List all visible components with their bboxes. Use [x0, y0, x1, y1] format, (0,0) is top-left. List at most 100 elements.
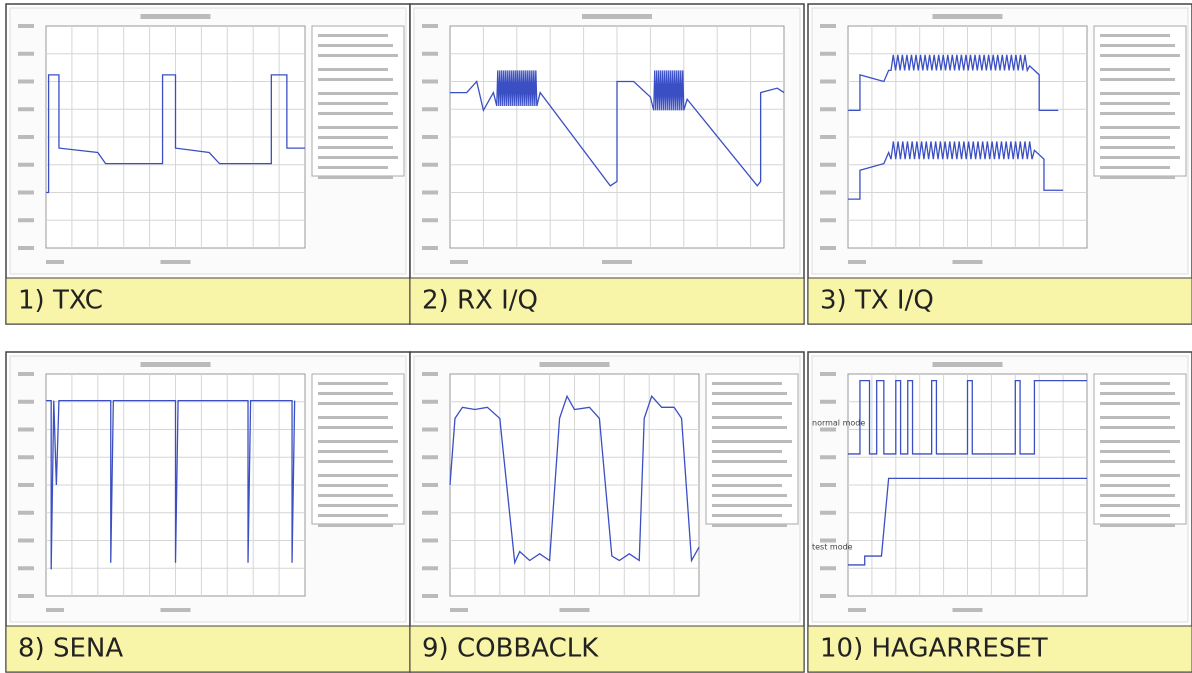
info-line-blur — [318, 34, 388, 37]
xlabel-blur — [602, 260, 632, 264]
info-line-blur — [318, 514, 388, 517]
axis-label-blur — [18, 539, 34, 543]
info-line-blur — [318, 440, 398, 443]
caption: 8) SENA — [18, 634, 123, 664]
info-line-blur — [318, 176, 393, 179]
info-line-blur — [712, 392, 787, 395]
info-box — [1094, 26, 1186, 176]
info-line-blur — [318, 112, 393, 115]
info-line-blur — [1100, 176, 1175, 179]
info-line-blur — [712, 524, 787, 527]
axis-label-blur — [422, 52, 438, 56]
info-line-blur — [1100, 112, 1175, 115]
info-box — [312, 374, 404, 524]
axis-label-blur — [422, 372, 438, 376]
axis-label-blur — [422, 135, 438, 139]
info-line-blur — [1100, 402, 1180, 405]
xlabel-blur — [450, 608, 468, 612]
info-line-blur — [318, 126, 398, 129]
info-line-blur — [318, 524, 393, 527]
info-line-blur — [318, 44, 393, 47]
title-blur — [141, 14, 211, 19]
info-box — [1094, 374, 1186, 524]
info-line-blur — [1100, 382, 1170, 385]
axis-label-blur — [18, 218, 34, 222]
info-line-blur — [1100, 426, 1175, 429]
mode-label: test mode — [812, 543, 853, 552]
axis-label-blur — [820, 566, 836, 570]
axis-label-blur — [820, 400, 836, 404]
info-box — [706, 374, 798, 524]
title-blur — [582, 14, 652, 19]
axis-label-blur — [18, 52, 34, 56]
axis-label-blur — [422, 218, 438, 222]
info-line-blur — [1100, 156, 1180, 159]
info-line-blur — [1100, 126, 1180, 129]
info-line-blur — [318, 382, 388, 385]
axis-label-blur — [422, 483, 438, 487]
info-line-blur — [1100, 136, 1170, 139]
axis-label-blur — [18, 80, 34, 84]
info-line-blur — [318, 450, 388, 453]
panel: 8) SENA — [6, 352, 410, 672]
title-blur — [141, 362, 211, 367]
info-line-blur — [318, 136, 388, 139]
axis-label-blur — [820, 218, 836, 222]
axis-label-blur — [18, 455, 34, 459]
axis-label-blur — [18, 246, 34, 250]
axis-label-blur — [820, 80, 836, 84]
xlabel-blur — [161, 260, 191, 264]
axis-label-blur — [422, 107, 438, 111]
xlabel-blur — [161, 608, 191, 612]
info-line-blur — [712, 494, 787, 497]
axis-label-blur — [422, 163, 438, 167]
axis-label-blur — [18, 594, 34, 598]
panel: 2) RX I/Q — [410, 4, 804, 324]
axis-label-blur — [820, 135, 836, 139]
info-line-blur — [712, 416, 782, 419]
info-line-blur — [318, 474, 398, 477]
info-line-blur — [318, 402, 398, 405]
info-line-blur — [318, 460, 393, 463]
axis-label-blur — [820, 107, 836, 111]
axis-label-blur — [422, 594, 438, 598]
axis-label-blur — [18, 483, 34, 487]
xlabel-blur — [560, 608, 590, 612]
info-line-blur — [712, 504, 792, 507]
axis-label-blur — [422, 400, 438, 404]
info-line-blur — [712, 484, 782, 487]
info-line-blur — [712, 440, 792, 443]
axis-label-blur — [820, 428, 836, 432]
info-line-blur — [1100, 166, 1170, 169]
axis-label-blur — [18, 400, 34, 404]
info-line-blur — [318, 426, 393, 429]
axis-label-blur — [422, 539, 438, 543]
axis-label-blur — [422, 246, 438, 250]
info-line-blur — [1100, 484, 1170, 487]
info-line-blur — [1100, 102, 1170, 105]
xlabel-blur — [953, 608, 983, 612]
info-line-blur — [1100, 68, 1170, 71]
axis-label-blur — [422, 455, 438, 459]
info-line-blur — [318, 156, 398, 159]
axis-label-blur — [18, 372, 34, 376]
info-line-blur — [712, 382, 782, 385]
axis-label-blur — [18, 107, 34, 111]
axis-label-blur — [422, 566, 438, 570]
axis-label-blur — [18, 428, 34, 432]
axis-label-blur — [18, 511, 34, 515]
xlabel-blur — [450, 260, 468, 264]
axis-label-blur — [820, 52, 836, 56]
title-blur — [540, 362, 610, 367]
screenshot: 1) TXC2) RX I/Q3) TX I/Q8) SENA9) COBBAC… — [0, 0, 1192, 673]
axis-label-blur — [820, 483, 836, 487]
axis-label-blur — [820, 246, 836, 250]
info-line-blur — [1100, 78, 1175, 81]
caption: 2) RX I/Q — [422, 286, 538, 316]
panel: 10) HAGARRESETnormal modetest mode — [808, 352, 1192, 672]
info-line-blur — [1100, 514, 1170, 517]
info-line-blur — [712, 402, 792, 405]
info-box — [312, 26, 404, 176]
axis-label-blur — [18, 191, 34, 195]
info-line-blur — [1100, 416, 1170, 419]
